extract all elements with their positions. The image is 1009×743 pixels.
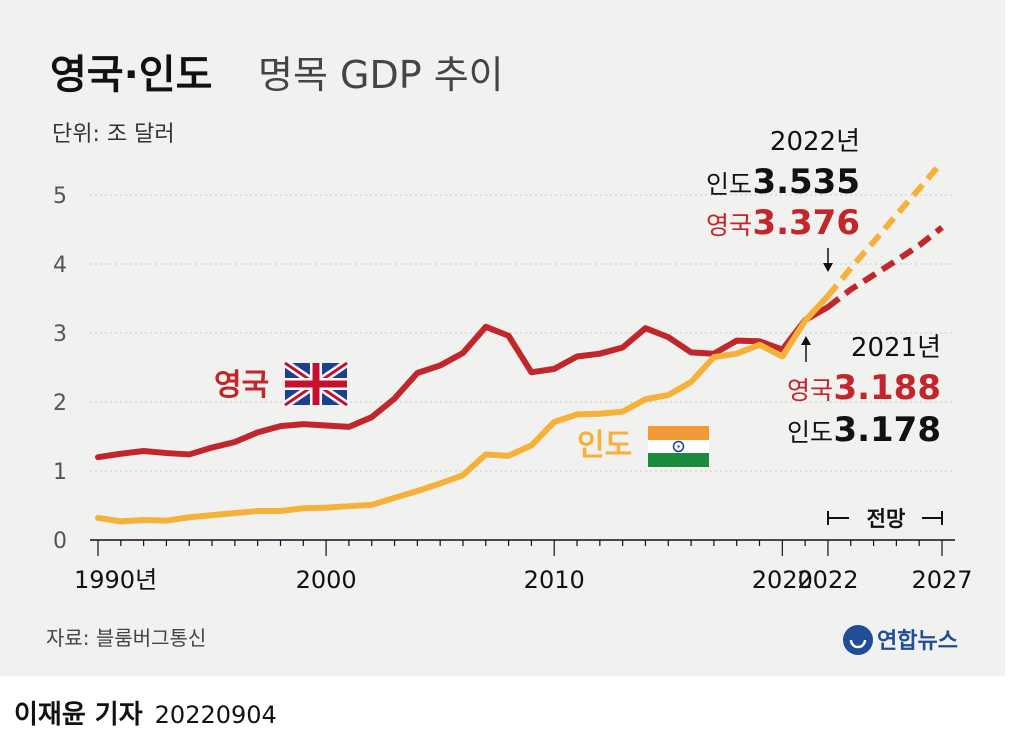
annotation-2021-india-value: 3.178 xyxy=(833,410,941,450)
x-tick-label: 2000 xyxy=(296,566,357,594)
chart-title-bold: 영국·인도 xyxy=(50,52,212,98)
annotation-2022-india-value: 3.535 xyxy=(752,162,860,202)
series-line-uk xyxy=(95,304,831,461)
byline: 이재윤 기자 20220904 xyxy=(14,694,277,731)
source-text: 자료: 블룸버그통신 xyxy=(46,626,206,650)
forecast-marker: 전망 xyxy=(827,507,943,531)
y-tick-label: 2 xyxy=(53,391,67,416)
y-tick-label: 0 xyxy=(53,529,67,554)
byline-date: 20220904 xyxy=(154,701,277,729)
annotation-2022: 2022년 인도 3.535 영국 3.376 xyxy=(706,127,860,272)
chart-title-light: 명목 GDP 추이 xyxy=(258,53,504,97)
annotation-2021-uk-value: 3.188 xyxy=(833,368,941,408)
chart-panel xyxy=(0,0,1005,676)
series-line-india xyxy=(95,293,831,525)
yonhap-logo: 연합뉴스 xyxy=(843,625,958,655)
y-tick-label: 4 xyxy=(53,253,67,278)
annotation-2021-uk-label: 영국 xyxy=(787,376,833,405)
series-forecast-uk xyxy=(826,225,944,310)
uk-flag-icon xyxy=(282,359,350,409)
annotation-2021: 2021년 영국 3.188 인도 3.178 xyxy=(787,333,941,450)
series-forecast-india xyxy=(825,159,945,298)
y-tick-label: 3 xyxy=(53,322,67,347)
y-tick-label: 5 xyxy=(53,184,67,209)
x-tick-label: 1990년 xyxy=(74,566,157,594)
annotation-2021-year: 2021년 xyxy=(851,333,941,363)
yonhap-logo-text: 연합뉴스 xyxy=(877,628,958,654)
series-lines xyxy=(95,159,945,525)
x-tick-label: 2027 xyxy=(911,566,972,594)
x-tick-label: 2022 xyxy=(797,566,858,594)
annotation-2022-arrowhead xyxy=(823,263,833,272)
x-tick-label: 2010 xyxy=(524,566,585,594)
grid-lines xyxy=(90,194,955,472)
series-label-uk: 영국 xyxy=(214,368,269,403)
y-tick-label: 1 xyxy=(53,460,67,485)
unit-label: 단위: 조 달러 xyxy=(52,122,175,147)
byline-author: 이재윤 기자 xyxy=(14,700,143,730)
annotation-2021-arrowhead xyxy=(801,336,811,345)
forecast-label: 전망 xyxy=(867,507,906,531)
annotation-2022-uk-label: 영국 xyxy=(706,211,752,240)
annotation-2022-india-label: 인도 xyxy=(706,170,752,199)
annotation-2022-year: 2022년 xyxy=(770,127,860,157)
series-label-india: 인도 xyxy=(577,428,632,463)
annotation-2021-india-label: 인도 xyxy=(787,418,833,447)
annotation-2022-uk-value: 3.376 xyxy=(752,203,860,243)
x-tick-label: 2020 xyxy=(752,566,813,594)
yonhap-logo-icon xyxy=(843,625,873,655)
y-axis-ticks: 0 1 2 3 4 5 xyxy=(53,184,67,554)
india-flag-icon xyxy=(648,426,709,467)
